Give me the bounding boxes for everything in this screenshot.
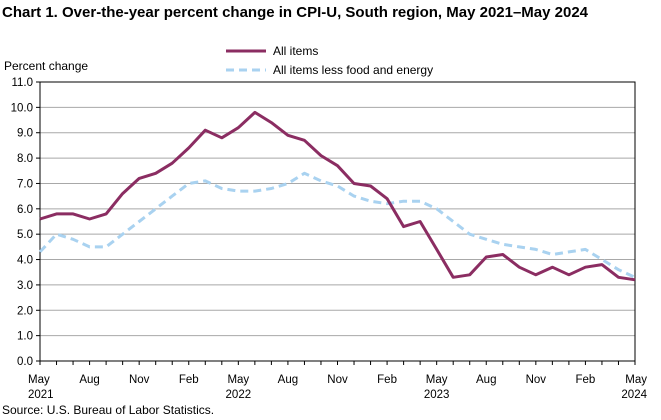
y-tick-label: 4.0 <box>17 255 33 267</box>
x-tick-label: Feb <box>179 374 199 386</box>
legend-label: All items less food and energy <box>273 63 433 77</box>
x-tick-label: May <box>28 374 50 386</box>
y-axis-ticks: 0.0 1.0 2.0 3.0 4.0 5.0 6.0 7.0 8.0 9.0 10.0 11.0 <box>11 77 40 368</box>
x-tick-label: Nov <box>327 374 348 386</box>
x-tick-label: Aug <box>278 374 298 386</box>
y-tick-label: 8.0 <box>17 153 33 165</box>
x-tick-label: Feb <box>576 374 596 386</box>
legend: All items All items less food and energy <box>226 44 433 77</box>
y-axis-label: Percent change <box>4 59 88 73</box>
x-tick-label: May <box>426 374 448 386</box>
y-tick-label: 0.0 <box>17 356 33 368</box>
x-tick-label: Nov <box>526 374 547 386</box>
y-tick-label: 9.0 <box>17 128 33 140</box>
legend-label: All items <box>273 44 318 58</box>
x-tick-year: 2023 <box>424 389 450 401</box>
y-tick-label: 1.0 <box>17 331 33 343</box>
y-tick-label: 11.0 <box>11 77 33 89</box>
y-tick-label: 2.0 <box>17 305 33 317</box>
y-tick-label: 6.0 <box>17 204 33 216</box>
source-note: Source: U.S. Bureau of Labor Statistics. <box>2 403 215 417</box>
series-line-core <box>38 171 636 279</box>
plot-frame <box>39 81 636 362</box>
x-tick-label: Aug <box>476 374 496 386</box>
x-tick-year: 2022 <box>226 389 252 401</box>
gridlines <box>40 106 635 337</box>
y-tick-label: 7.0 <box>17 178 33 190</box>
x-tick-label: Feb <box>377 374 397 386</box>
x-tick-year: 2021 <box>28 389 54 401</box>
x-tick-year: 2024 <box>621 389 647 401</box>
series-line-all-items <box>39 110 636 282</box>
x-axis-ticks: May 2021 Aug Nov Feb May 2022 Aug Nov Feb May 2023 A… <box>28 361 648 401</box>
y-tick-label: 10.0 <box>11 102 33 114</box>
series-lines <box>38 110 636 282</box>
x-tick-label: Nov <box>129 374 150 386</box>
y-tick-label: 5.0 <box>17 229 33 241</box>
y-tick-label: 3.0 <box>17 280 33 292</box>
x-tick-label: May <box>625 374 647 386</box>
x-tick-label: May <box>227 374 249 386</box>
chart-title: Chart 1. Over-the-year percent change in… <box>2 4 589 21</box>
x-tick-label: Aug <box>79 374 99 386</box>
